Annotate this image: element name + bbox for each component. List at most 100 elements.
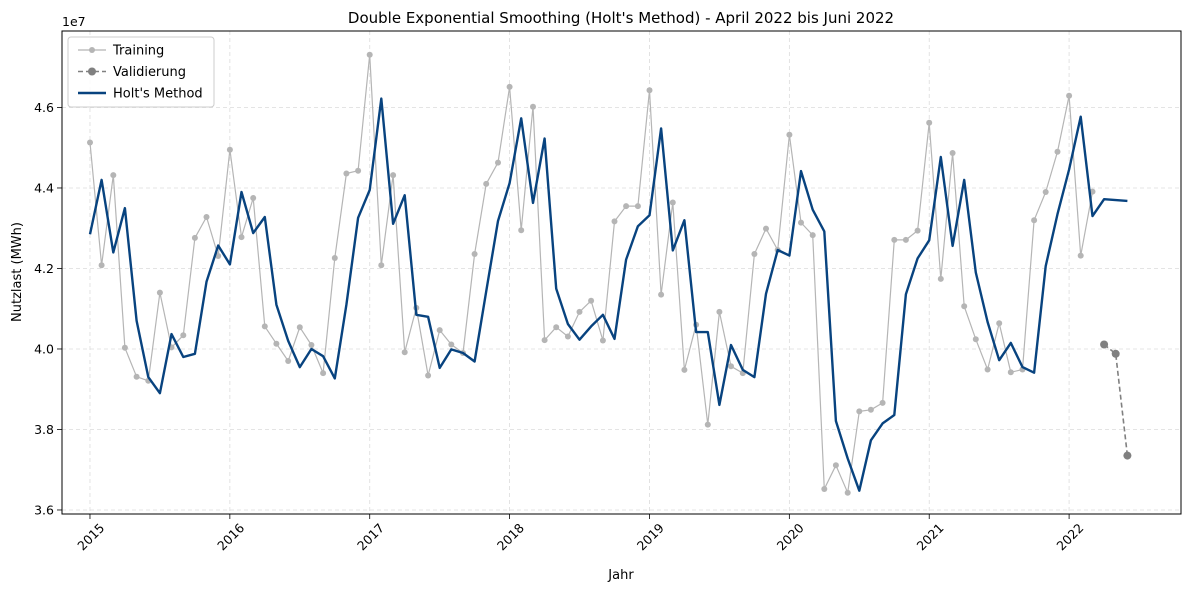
chart-title: Double Exponential Smoothing (Holt's Met… [348,9,894,27]
series-line-holt-method [88,97,1128,492]
legend: Training Validierung Holt's Method [67,36,215,108]
y-tick-label: 4.4 [34,180,54,195]
y-offset-label: 1e7 [62,14,86,29]
legend-marker-training [89,47,95,53]
data-point-validierung [1111,349,1120,358]
data-point-training [390,172,397,179]
data-point-training [471,251,478,257]
data-point-training [355,167,362,174]
data-point-training [879,399,886,406]
data-point-training [984,366,991,373]
data-point-training [425,372,432,379]
data-point-training [972,336,979,343]
data-point-training [856,408,863,415]
data-point-training [483,180,490,187]
data-point-training [821,486,828,492]
data-point-training [1054,148,1061,155]
data-point-training [681,366,688,373]
data-point-training [809,232,816,239]
data-point-training [226,146,233,153]
data-point-training [110,172,117,179]
data-point-training [133,373,140,380]
data-point-training [1077,252,1084,259]
data-point-training [704,421,711,428]
grid-lines [62,31,1181,514]
y-tick-label: 4.6 [34,100,54,115]
data-point-training [320,370,327,377]
data-point-training [728,363,734,370]
data-point-training [448,341,455,348]
data-point-training [506,83,513,90]
data-point-training [1066,92,1073,99]
data-point-training [1031,217,1038,224]
data-point-training [553,324,560,331]
series-training [87,51,1096,496]
data-point-training [250,195,257,201]
data-point-training [763,225,769,232]
data-point-training [343,170,350,177]
data-point-training [599,337,606,344]
data-point-training [331,255,338,261]
data-point-training [308,342,315,348]
data-point-training [634,203,641,210]
x-axis-label: Jahr [607,568,634,583]
legend-label-training: Training [112,44,164,59]
data-point-training [530,103,536,110]
data-point-training [378,262,385,269]
data-point-training [121,344,128,351]
data-point-training [844,489,851,496]
data-point-training [296,324,303,331]
data-point-training [798,219,804,226]
data-point-training [87,139,93,146]
data-point-training [576,308,583,315]
data-point-training [564,333,571,340]
data-point-training [996,320,1003,327]
data-point-training [588,297,595,304]
data-point-training [436,327,443,334]
data-point-training [261,323,268,330]
data-point-training [961,303,968,310]
y-tick-label: 3.6 [34,502,54,517]
data-point-training [285,358,292,364]
data-point-training [926,119,933,126]
data-point-training [180,332,187,339]
legend-label-holt-method: Holt's Method [113,87,203,102]
data-point-training [751,251,758,257]
data-point-training [658,291,665,298]
data-point-training [867,406,874,413]
data-point-training [273,340,280,347]
data-point-training [623,203,630,210]
series-layer [87,51,1132,496]
legend-box [67,36,215,108]
y-tick-label: 3.8 [34,422,54,437]
data-point-training [401,349,408,356]
data-point-training [541,337,548,344]
data-point-training [366,51,373,58]
series-validierung [1100,340,1132,460]
data-point-training [646,87,653,94]
data-point-training [495,159,501,166]
data-point-training [891,236,898,243]
y-tick-label: 4.0 [34,341,54,356]
data-point-training [716,308,723,315]
data-point-training [949,150,956,156]
data-point-validierung [1100,340,1109,349]
y-axis-label: Nutzlast (MWh) [10,222,25,322]
series-line-validierung [1103,343,1129,456]
data-point-training [156,289,163,296]
legend-marker-validierung [88,67,96,76]
data-point-training [611,218,618,225]
data-point-training [203,214,210,220]
y-axis: 3.6 3.8 4.0 4.2 4.4 4.6 [34,100,62,517]
data-point-training [1089,188,1096,195]
data-point-training [832,462,839,469]
legend-label-validierung: Validierung [113,65,186,80]
data-point-training [937,275,944,282]
data-point-training [786,131,793,138]
data-point-validierung [1123,451,1132,460]
y-tick-label: 4.2 [34,261,54,276]
data-point-training [914,227,921,234]
data-point-training [518,227,525,234]
data-point-training [191,234,198,241]
